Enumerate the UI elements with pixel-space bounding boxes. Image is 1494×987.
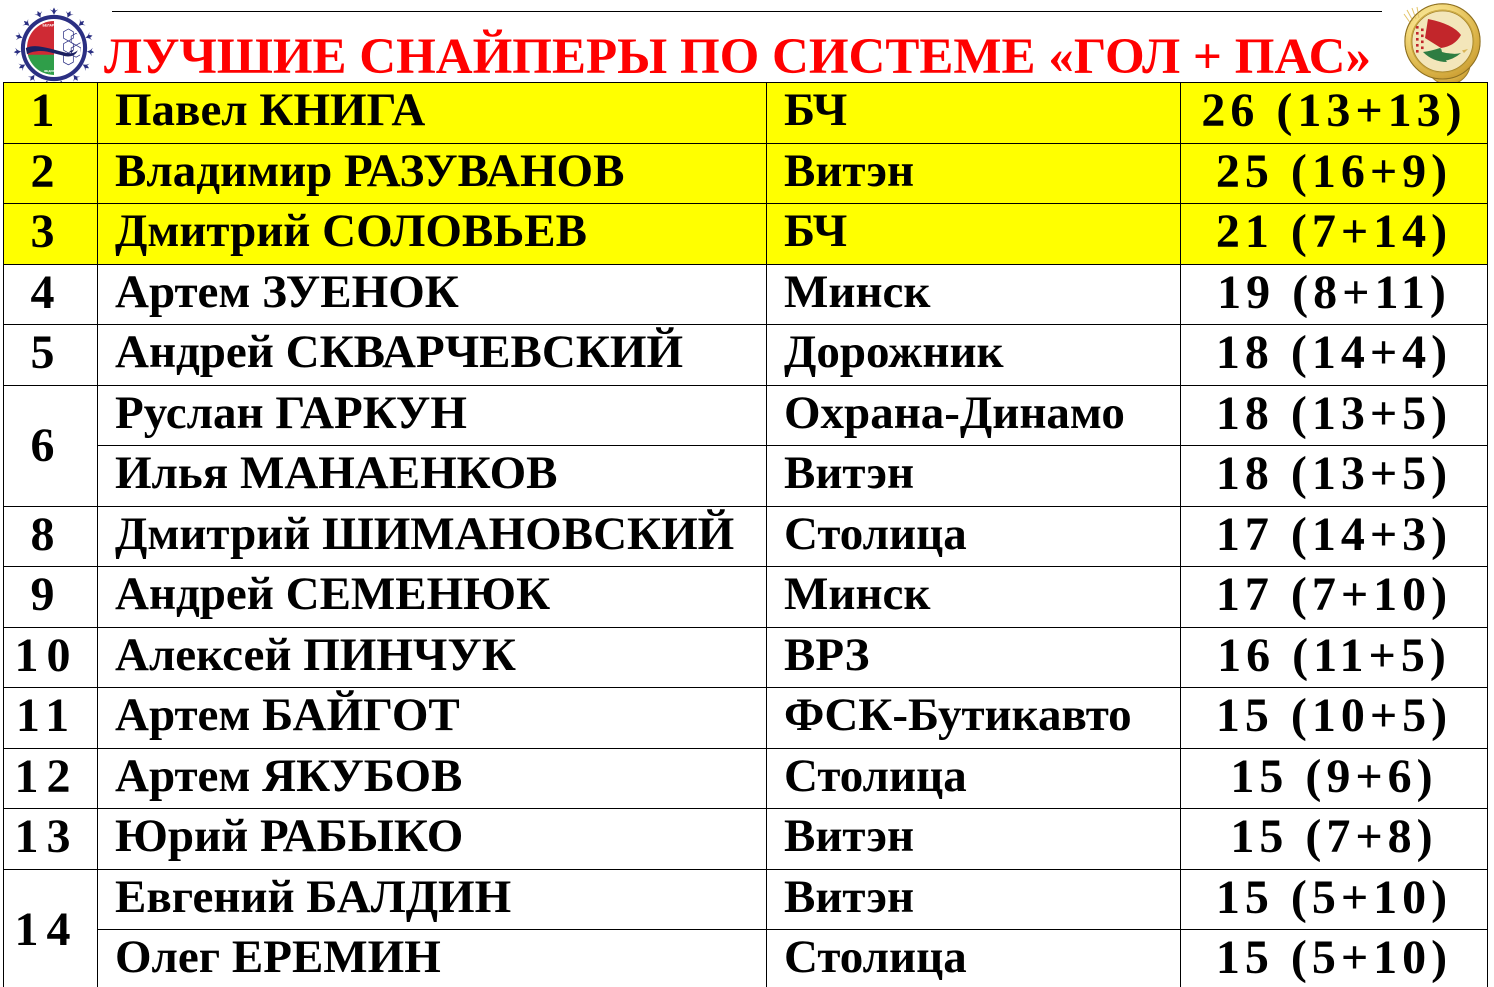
svg-text:ФЕДЭРАЦЫЯ: ФЕДЭРАЦЫЯ [44,69,64,73]
svg-text:БЕЛАРУСКАЯ: БЕЛАРУСКАЯ [42,24,66,28]
